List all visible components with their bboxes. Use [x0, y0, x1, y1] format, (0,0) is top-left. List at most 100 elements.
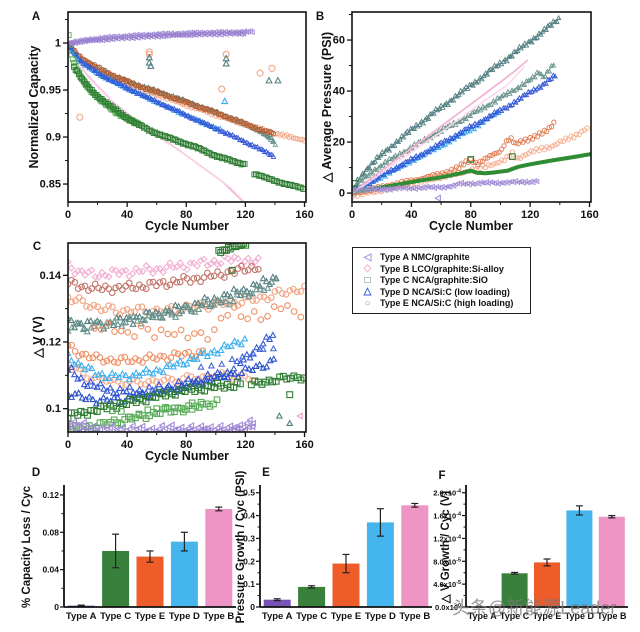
panel-e: Type A Type C Type E Type D Type B 0 0.1 0.2 0.3…	[235, 467, 432, 623]
legend-item-type-a: ◁ Type A NMC/graphite	[362, 252, 528, 263]
series-type-e-sparse	[91, 302, 305, 343]
series-type-a	[352, 177, 540, 195]
panel-a-series	[68, 28, 306, 202]
tri-up-marker-icon: △	[363, 286, 372, 297]
svg-text:0: 0	[65, 209, 71, 221]
series-type-d-blue	[68, 44, 277, 159]
svg-text:0.0x100: 0.0x100	[435, 603, 461, 612]
series-type-c-dark-seg2	[251, 171, 306, 192]
square-marker-icon: □	[364, 274, 371, 286]
series-type-c-singles	[228, 266, 294, 399]
svg-text:Type E: Type E	[331, 611, 361, 622]
svg-text:0.08: 0.08	[42, 527, 59, 537]
bar-type-b	[598, 516, 625, 607]
svg-text:Type B: Type B	[399, 611, 430, 622]
series-type-c-line	[352, 152, 591, 195]
svg-text:0.9: 0.9	[46, 132, 61, 144]
series-type-a-cell-2	[68, 30, 247, 47]
svg-text:40: 40	[333, 86, 345, 98]
series-teal-cell-1	[352, 14, 562, 192]
bar-type-b	[205, 508, 233, 607]
svg-text:0.95: 0.95	[40, 85, 61, 97]
svg-text:40: 40	[121, 439, 133, 451]
svg-text:A: A	[32, 11, 40, 23]
legend-label: Type E NCA/Si:C (high loading)	[380, 298, 514, 308]
series-checkup-cyan	[220, 97, 229, 105]
svg-text:0.1: 0.1	[46, 403, 61, 415]
svg-text:Cycle Number: Cycle Number	[145, 449, 229, 463]
legend-label: Type D NCA/Si:C (low loading)	[380, 286, 510, 297]
svg-text:0.2: 0.2	[243, 556, 255, 566]
legend-item-type-c: □ Type C NCA/graphite:SiO	[362, 274, 528, 286]
svg-text:120: 120	[521, 209, 539, 221]
svg-text:8.0x10-5: 8.0x10-5	[433, 557, 461, 566]
bar-type-a	[263, 599, 291, 607]
svg-text:60: 60	[333, 35, 345, 47]
series-type-e-light	[68, 44, 306, 144]
svg-text:160: 160	[580, 209, 598, 221]
bar-type-d	[566, 510, 593, 607]
panel-b: 0 40 80 120 160 0 20 40 60 B Cycle Number △ Average…	[316, 11, 599, 233]
svg-text:0.85: 0.85	[40, 179, 61, 191]
series-type-c-dark	[68, 378, 244, 422]
svg-text:0.3: 0.3	[243, 533, 255, 543]
svg-text:Type C: Type C	[500, 611, 530, 621]
svg-text:80: 80	[180, 209, 192, 221]
svg-text:Type E: Type E	[533, 611, 562, 621]
svg-text:4.0x10-5: 4.0x10-5	[433, 580, 461, 589]
series-teal-cell-2	[68, 274, 280, 335]
svg-text:0: 0	[54, 602, 59, 612]
svg-text:Pressure Growth / Cyc (PSI): Pressure Growth / Cyc (PSI)	[235, 470, 247, 623]
diamond-marker-icon: ◇	[363, 263, 372, 274]
svg-text:% Capacity Loss / Cyc: % Capacity Loss / Cyc	[21, 485, 33, 608]
svg-text:Type A: Type A	[468, 611, 498, 621]
series-type-d-cyan	[68, 334, 249, 383]
series-type-e-dark	[68, 41, 277, 137]
svg-text:Type D: Type D	[365, 611, 396, 622]
svg-text:0.14: 0.14	[40, 270, 62, 282]
svg-text:B: B	[316, 11, 324, 23]
panel-a: 0 40 80 120 160 0.85 0.9 0.95 1 A Cycle Number Norm…	[27, 11, 314, 233]
svg-text:0: 0	[65, 439, 71, 451]
svg-text:C: C	[33, 241, 41, 253]
circle-marker-icon: ○	[364, 297, 371, 309]
svg-text:Type A: Type A	[66, 611, 97, 622]
svg-text:Type C: Type C	[296, 611, 327, 622]
legend-box: ◁ Type A NMC/graphite ◇ Type B LCO/graph…	[352, 247, 531, 314]
svg-text:Type B: Type B	[203, 611, 234, 622]
svg-text:2.0x10-4: 2.0x10-4	[433, 489, 461, 498]
svg-text:40: 40	[121, 209, 133, 221]
svg-text:1.2x10-4: 1.2x10-4	[433, 534, 461, 543]
svg-text:△ Average Pressure (PSI): △ Average Pressure (PSI)	[320, 32, 334, 183]
bar-type-e	[136, 556, 164, 607]
series-pink-single	[296, 412, 303, 420]
legend-item-type-e: ○ Type E NCA/Si:C (high loading)	[362, 297, 528, 309]
panel-c: 0 40 80 120 160 0.1 0.12 0.14 C Cycle Number △ V (…	[31, 241, 314, 463]
svg-text:Type E: Type E	[135, 611, 165, 622]
series-type-d-sparse	[197, 344, 278, 370]
series-rosy-circles	[68, 262, 262, 297]
svg-text:0: 0	[250, 602, 255, 612]
legend-label: Type C NCA/graphite:SiO	[380, 275, 488, 285]
series-checkup-teal	[145, 53, 282, 84]
series-type-b-diamonds	[68, 252, 263, 281]
svg-text:F: F	[438, 470, 445, 482]
series-teal-singles	[275, 412, 294, 426]
series-type-b-cell-1	[352, 59, 529, 194]
bar-type-c	[501, 573, 528, 607]
series-type-c-checkup-squares	[352, 153, 516, 187]
svg-text:Type B: Type B	[597, 611, 627, 621]
panel-c-series	[68, 243, 306, 432]
svg-text:Normalized Capacity: Normalized Capacity	[27, 45, 41, 168]
bar-type-e	[534, 562, 560, 607]
svg-text:40: 40	[405, 209, 417, 221]
svg-text:D: D	[32, 467, 40, 479]
legend-item-type-b: ◇ Type B LCO/graphite:Si-alloy	[362, 264, 528, 274]
series-type-b-cell-2	[352, 66, 525, 195]
svg-text:0.5: 0.5	[243, 488, 255, 498]
legend-label: Type B LCO/graphite:Si-alloy	[380, 263, 504, 274]
svg-text:Cycle Number: Cycle Number	[145, 219, 229, 233]
svg-text:Type D: Type D	[169, 611, 200, 622]
